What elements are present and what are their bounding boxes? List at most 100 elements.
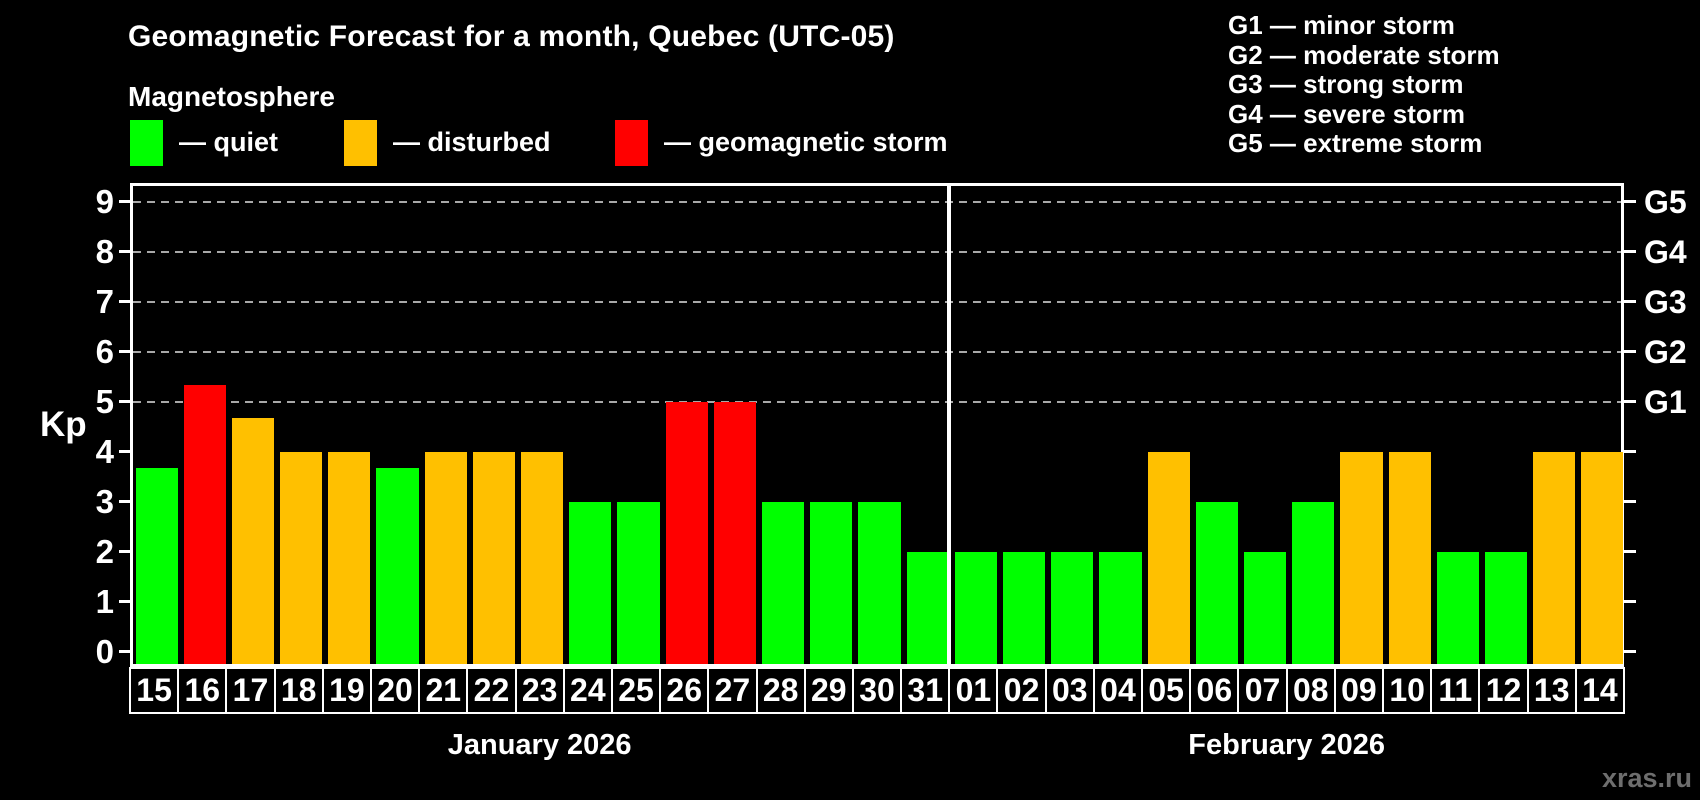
y-axis-tick-left-8 [119, 250, 131, 253]
kp-bar-08 [1292, 501, 1335, 664]
y-axis-tick-label-8: 8 [95, 232, 114, 270]
y-axis-tick-left-3 [119, 500, 131, 503]
y-axis-tick-left-5 [119, 400, 131, 403]
kp-bar-23 [521, 451, 564, 664]
kp-bar-06 [1195, 501, 1238, 664]
month-label-0: January 2026 [447, 729, 632, 761]
y-axis-tick-left-2 [119, 550, 131, 553]
g-scale-legend-line-g3: G3 — strong storm [1228, 69, 1464, 100]
day-label-14: 14 [1574, 667, 1625, 714]
y-axis-tick-label-2: 2 [95, 532, 114, 570]
y-axis-tick-right-2 [1621, 550, 1636, 553]
y-axis-tick-left-6 [119, 350, 131, 353]
y-axis-tick-right-4 [1621, 450, 1636, 453]
chart-subtitle: Magnetosphere [128, 81, 335, 112]
disturbed-color-swatch [344, 119, 377, 166]
day-label-04: 04 [1092, 667, 1144, 714]
kp-bar-22 [472, 451, 516, 664]
kp-bar-29 [810, 501, 853, 664]
day-label-30: 30 [851, 667, 903, 714]
day-label-22: 22 [466, 667, 517, 714]
y-axis-tick-right-1 [1621, 600, 1636, 603]
g-axis-label-g2: G2 [1644, 333, 1687, 370]
kp-bar-14 [1581, 451, 1624, 664]
g-axis-label-g5: G5 [1644, 183, 1687, 220]
y-axis-tick-label-5: 5 [95, 382, 114, 420]
day-label-08: 08 [1285, 667, 1336, 714]
kp-bar-03 [1051, 551, 1094, 664]
month-label-1: February 2026 [1188, 729, 1385, 761]
y-axis-tick-right-8 [1621, 250, 1636, 253]
kp-bar-30 [858, 501, 901, 664]
y-axis-tick-left-4 [119, 450, 131, 453]
day-label-31: 31 [900, 667, 951, 714]
g-scale-legend: G1 — minor storm G2 — moderate storm G3 … [1228, 10, 1500, 159]
y-axis-tick-right-7 [1621, 300, 1636, 303]
day-label-05: 05 [1141, 667, 1192, 714]
day-label-15: 15 [129, 667, 180, 714]
legend-item-disturbed: — disturbed [344, 119, 551, 166]
y-axis-tick-left-7 [119, 300, 131, 303]
kp-bar-13 [1533, 451, 1576, 664]
kp-bar-10 [1388, 451, 1431, 664]
gridline-kp9 [133, 200, 1621, 203]
day-label-16: 16 [177, 667, 228, 714]
day-label-19: 19 [321, 667, 372, 714]
legend-label-disturbed: — disturbed [393, 127, 551, 157]
kp-bar-27 [713, 401, 756, 664]
quiet-color-swatch [130, 119, 163, 166]
day-label-20: 20 [369, 667, 421, 714]
y-axis-tick-left-0 [119, 650, 131, 653]
kp-bar-05 [1147, 451, 1190, 664]
storm-color-swatch [615, 119, 648, 166]
kp-bar-12 [1484, 551, 1528, 664]
day-label-02: 02 [996, 667, 1047, 714]
day-label-10: 10 [1382, 667, 1433, 714]
legend-label-storm: — geomagnetic storm [664, 127, 948, 157]
gridline-kp5 [133, 400, 1621, 403]
y-axis-tick-right-5 [1621, 400, 1636, 403]
day-label-03: 03 [1044, 667, 1095, 714]
kp-bar-07 [1243, 551, 1287, 664]
y-axis-tick-right-0 [1621, 650, 1636, 653]
g-scale-legend-line-g4: G4 — severe storm [1228, 98, 1466, 129]
y-axis-tick-label-3: 3 [95, 482, 114, 520]
day-label-06: 06 [1189, 667, 1240, 714]
y-axis-tick-left-1 [119, 600, 131, 603]
day-label-07: 07 [1237, 667, 1288, 714]
legend-label-quiet: — quiet [179, 127, 278, 157]
y-axis-tick-label-1: 1 [95, 582, 114, 620]
kp-bar-11 [1436, 551, 1479, 664]
day-label-27: 27 [707, 667, 758, 714]
g-axis-label-g1: G1 [1644, 383, 1687, 420]
kp-bar-04 [1099, 551, 1142, 664]
kp-bar-24 [569, 501, 612, 664]
legend-item-storm: — geomagnetic storm [615, 119, 948, 166]
day-label-25: 25 [610, 667, 662, 714]
y-axis-tick-label-6: 6 [95, 332, 114, 370]
kp-bar-21 [424, 451, 467, 664]
day-label-13: 13 [1526, 667, 1577, 714]
day-label-18: 18 [273, 667, 324, 714]
day-label-21: 21 [418, 667, 469, 714]
day-label-12: 12 [1478, 667, 1529, 714]
month-separator-line [947, 186, 952, 664]
gridline-kp7 [133, 300, 1621, 303]
day-label-01: 01 [948, 667, 999, 714]
kp-bar-15 [135, 468, 178, 664]
day-label-11: 11 [1430, 667, 1481, 714]
g-axis-label-g3: G3 [1644, 283, 1687, 320]
y-axis-tick-label-7: 7 [95, 282, 114, 320]
kp-bar-16 [183, 385, 226, 664]
g-scale-legend-line-g1: G1 — minor storm [1228, 10, 1455, 40]
kp-bar-28 [762, 501, 805, 664]
kp-bar-19 [328, 451, 371, 664]
day-label-17: 17 [225, 667, 276, 714]
y-axis-tick-right-3 [1621, 500, 1636, 503]
legend-item-quiet: — quiet [130, 119, 278, 166]
chart-title: Geomagnetic Forecast for a month, Quebec… [128, 20, 895, 53]
day-label-09: 09 [1333, 667, 1385, 714]
y-axis-tick-right-6 [1621, 350, 1636, 353]
kp-bar-09 [1340, 451, 1383, 664]
